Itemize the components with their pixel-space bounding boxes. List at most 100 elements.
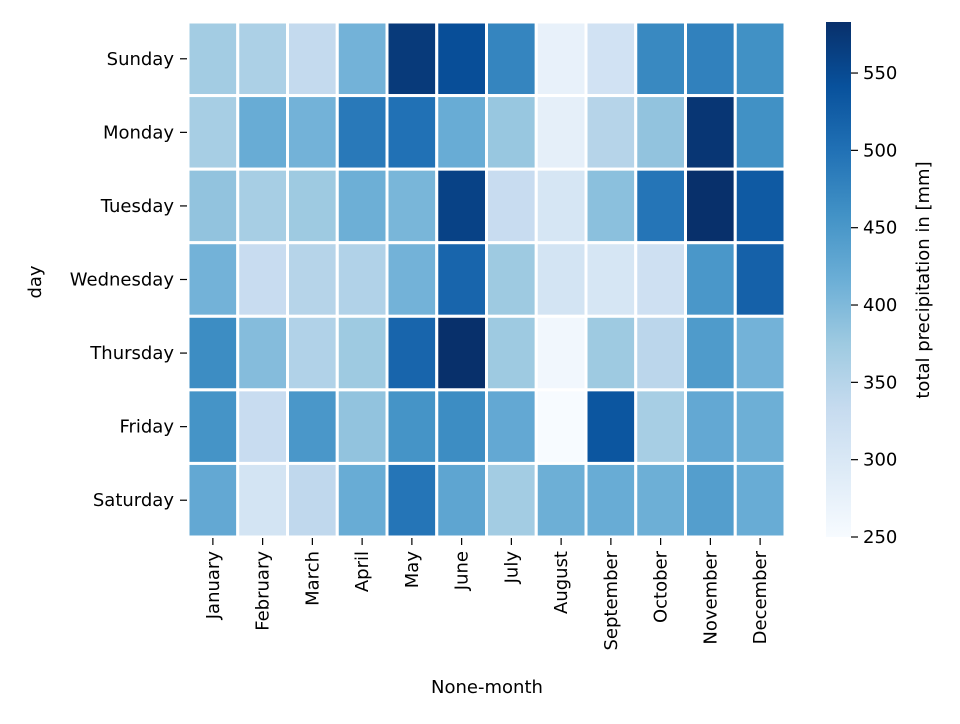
heatmap-cell (534, 94, 588, 171)
heatmap-cell (236, 20, 289, 98)
heatmap-cell (534, 167, 588, 245)
heatmap-cell (186, 314, 240, 392)
x-axis-label: None-month (431, 677, 543, 698)
x-tick-label: January (203, 551, 224, 621)
heatmap-cell (733, 241, 787, 318)
heatmap-cell (335, 241, 389, 318)
heatmap-cell (584, 388, 638, 465)
heatmap-cell (733, 388, 787, 465)
heatmap-cell (236, 167, 289, 245)
heatmap-cell (335, 94, 389, 171)
heatmap-cell (236, 388, 289, 465)
heatmap-cell (584, 314, 638, 392)
heatmap-cell (385, 241, 439, 318)
heatmap-cell (385, 20, 439, 98)
x-axis: January February March April May June July Augu… (203, 538, 771, 651)
heatmap-cell (186, 94, 240, 171)
heatmap-cell (534, 314, 588, 392)
colorbar-tick-label: 500 (863, 140, 897, 161)
x-tick-label: July (501, 551, 522, 585)
heatmap-cell (286, 20, 339, 98)
x-tick-label: May (402, 551, 423, 589)
x-tick-label: March (302, 551, 323, 606)
heatmap-cell (634, 461, 687, 539)
heatmap-cell (684, 94, 737, 171)
heatmap-cell (485, 241, 538, 318)
heatmap-cell (684, 314, 737, 392)
colorbar: 250 300 350 400 450 500 550 (826, 22, 897, 548)
y-tick-label: Wednesday (70, 270, 175, 291)
heatmap-cell (634, 94, 687, 171)
x-tick-label: December (750, 550, 771, 644)
heatmap-cell (385, 167, 439, 245)
heatmap-cell (733, 314, 787, 392)
heatmap-cell (335, 314, 389, 392)
colorbar-tick-label: 250 (863, 527, 897, 548)
heatmap-cell (286, 241, 339, 318)
heatmap-cell (534, 241, 588, 318)
heatmap-cell (186, 20, 240, 98)
heatmap-cell (385, 314, 439, 392)
heatmap-cell (236, 94, 289, 171)
heatmap-cell (584, 20, 638, 98)
heatmap-cell (286, 167, 339, 245)
colorbar-tick-label: 550 (863, 63, 897, 84)
colorbar-tick-label: 350 (863, 372, 897, 393)
heatmap-cell (684, 461, 737, 539)
x-tick-label: June (452, 551, 473, 591)
x-tick-label: April (352, 551, 373, 592)
heatmap-cell (186, 388, 240, 465)
heatmap-cell (236, 461, 289, 539)
heatmap-cell (534, 461, 588, 539)
heatmap-cell (634, 241, 687, 318)
heatmap-cell (733, 20, 787, 98)
heatmap-cell (435, 20, 488, 98)
heatmap-cell (485, 167, 538, 245)
heatmap-cell (485, 314, 538, 392)
x-tick-label: November (700, 550, 721, 644)
y-axis: Sunday Monday Tuesday Wednesday Thursday Frid… (70, 49, 187, 511)
heatmap-cells (186, 20, 787, 539)
heatmap-cell (485, 388, 538, 465)
heatmap-cell (733, 167, 787, 245)
heatmap-cell (435, 314, 488, 392)
heatmap-cell (634, 388, 687, 465)
heatmap-cell (534, 20, 588, 98)
heatmap-cell (186, 167, 240, 245)
heatmap-cell (534, 388, 588, 465)
heatmap-cell (286, 388, 339, 465)
y-tick-label: Thursday (89, 343, 174, 364)
colorbar-tick-label: 450 (863, 218, 897, 239)
heatmap-cell (385, 388, 439, 465)
y-tick-label: Saturday (93, 490, 174, 511)
heatmap-cell (684, 167, 737, 245)
heatmap-cell (634, 167, 687, 245)
y-axis-label: day (25, 265, 46, 298)
heatmap-cell (684, 241, 737, 318)
heatmap-cell (435, 94, 488, 171)
heatmap-cell (485, 461, 538, 539)
y-tick-label: Monday (103, 122, 174, 143)
heatmap-cell (584, 461, 638, 539)
colorbar-tick-label: 300 (863, 450, 897, 471)
heatmap-cell (435, 167, 488, 245)
heatmap-cell (584, 167, 638, 245)
heatmap-cell (385, 94, 439, 171)
x-tick-label: September (601, 550, 622, 650)
colorbar-tick-label: 400 (863, 295, 897, 316)
y-tick-label: Tuesday (100, 196, 175, 217)
heatmap-cell (435, 388, 488, 465)
heatmap-cell (186, 461, 240, 539)
y-tick-label: Friday (119, 417, 174, 438)
heatmap-cell (186, 241, 240, 318)
heatmap-cell (286, 461, 339, 539)
x-tick-label: February (253, 551, 274, 631)
heatmap-cell (435, 461, 488, 539)
heatmap-cell (236, 241, 289, 318)
heatmap-cell (684, 20, 737, 98)
colorbar-gradient (826, 22, 851, 537)
heatmap-cell (335, 388, 389, 465)
heatmap-cell (385, 461, 439, 539)
heatmap-cell (335, 167, 389, 245)
heatmap-cell (236, 314, 289, 392)
